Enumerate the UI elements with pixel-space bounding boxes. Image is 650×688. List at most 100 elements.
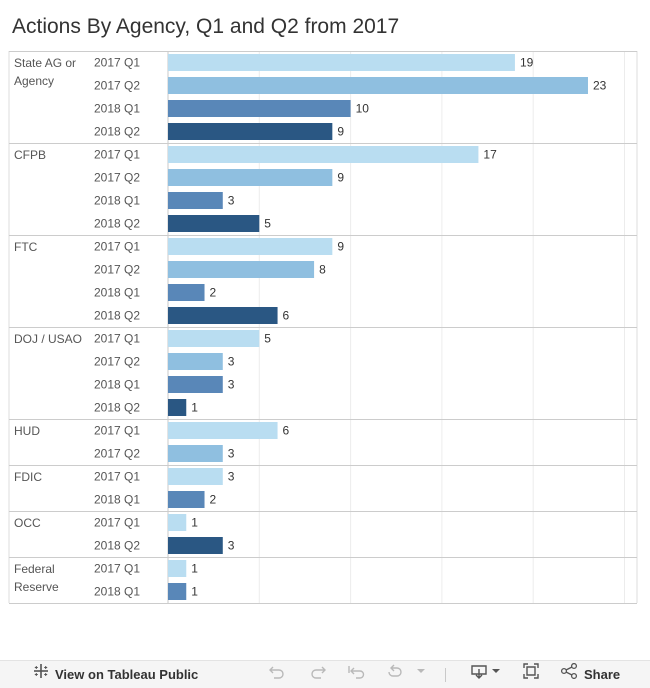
period-label: 2017 Q2	[94, 447, 140, 461]
period-label: 2018 Q2	[94, 309, 140, 323]
refresh-button[interactable]	[385, 661, 403, 688]
period-label: 2018 Q1	[94, 102, 140, 116]
period-label: 2017 Q2	[94, 79, 140, 93]
agency-label: FTC	[14, 240, 38, 254]
bar	[168, 491, 205, 508]
bar	[168, 215, 260, 232]
fullscreen-icon	[522, 661, 540, 688]
bar	[168, 123, 333, 140]
data-label: 1	[191, 562, 198, 576]
period-label: 2017 Q1	[94, 424, 140, 438]
period-label: 2017 Q1	[94, 56, 140, 70]
data-label: 3	[228, 470, 235, 484]
bar	[168, 468, 223, 485]
fullscreen-button[interactable]	[522, 661, 540, 688]
data-label: 3	[228, 194, 235, 208]
agency-label: State AG or	[14, 56, 76, 70]
download-dropdown-button[interactable]	[491, 661, 501, 688]
period-label: 2018 Q1	[94, 585, 140, 599]
refresh-dropdown-button[interactable]	[416, 661, 426, 688]
period-label: 2018 Q2	[94, 401, 140, 415]
data-label: 6	[283, 309, 290, 323]
toolbar-divider	[445, 668, 446, 682]
share-button[interactable]: Share	[560, 661, 620, 688]
bar	[168, 422, 278, 439]
bar	[168, 445, 223, 462]
period-label: 2017 Q2	[94, 355, 140, 369]
period-label: 2018 Q2	[94, 539, 140, 553]
data-label: 5	[264, 332, 271, 346]
data-label: 9	[337, 240, 344, 254]
agency-label: FDIC	[14, 470, 42, 484]
period-label: 2017 Q1	[94, 516, 140, 530]
bar	[168, 537, 223, 554]
view-on-tableau-button[interactable]: View on Tableau Public	[33, 661, 198, 688]
bar	[168, 54, 515, 71]
agency-label: Federal	[14, 562, 55, 576]
data-label: 19	[520, 56, 534, 70]
period-label: 2018 Q2	[94, 217, 140, 231]
period-label: 2017 Q2	[94, 263, 140, 277]
bar	[168, 284, 205, 301]
data-label: 5	[264, 217, 271, 231]
period-label: 2017 Q1	[94, 240, 140, 254]
bar	[168, 307, 278, 324]
data-label: 9	[337, 125, 344, 139]
data-label: 2	[210, 286, 217, 300]
agency-label: DOJ / USAO	[14, 332, 82, 346]
data-label: 10	[356, 102, 370, 116]
bar	[168, 77, 588, 94]
data-label: 23	[593, 79, 607, 93]
period-label: 2017 Q2	[94, 171, 140, 185]
data-label: 1	[191, 516, 198, 530]
bar	[168, 192, 223, 209]
tableau-logo-icon	[33, 661, 49, 688]
bar	[168, 146, 479, 163]
period-label: 2018 Q1	[94, 286, 140, 300]
data-label: 8	[319, 263, 326, 277]
bar	[168, 100, 351, 117]
download-button[interactable]	[470, 661, 488, 688]
download-icon	[470, 661, 488, 688]
chevron-down-icon	[416, 661, 426, 688]
period-label: 2018 Q1	[94, 378, 140, 392]
data-label: 9	[337, 171, 344, 185]
share-label: Share	[584, 667, 621, 682]
bar	[168, 583, 187, 600]
share-icon	[560, 661, 578, 688]
revert-icon	[347, 661, 367, 688]
bar	[168, 238, 333, 255]
agency-label: CFPB	[14, 148, 46, 162]
period-label: 2018 Q2	[94, 125, 140, 139]
revert-button[interactable]	[347, 661, 367, 688]
agency-label: OCC	[14, 516, 41, 530]
bar	[168, 169, 333, 186]
data-label: 1	[191, 585, 198, 599]
undo-icon	[268, 661, 286, 688]
period-label: 2017 Q1	[94, 148, 140, 162]
bar	[168, 353, 223, 370]
data-label: 1	[191, 401, 198, 415]
period-label: 2018 Q1	[94, 194, 140, 208]
refresh-icon	[385, 661, 403, 688]
period-label: 2018 Q1	[94, 493, 140, 507]
view-on-tableau-label: View on Tableau Public	[55, 667, 199, 682]
tableau-toolbar: View on Tableau Public	[0, 660, 650, 688]
redo-button[interactable]	[309, 661, 327, 688]
redo-icon	[309, 661, 327, 688]
bar	[168, 514, 187, 531]
data-label: 17	[483, 148, 497, 162]
agency-label: Agency	[14, 74, 54, 88]
period-label: 2017 Q1	[94, 470, 140, 484]
data-label: 6	[283, 424, 290, 438]
bar	[168, 376, 223, 393]
data-label: 3	[228, 447, 235, 461]
bar	[168, 399, 187, 416]
period-label: 2017 Q1	[94, 562, 140, 576]
bar	[168, 261, 315, 278]
agency-label: HUD	[14, 424, 40, 438]
period-label: 2017 Q1	[94, 332, 140, 346]
chart-title: Actions By Agency, Q1 and Q2 from 2017	[12, 15, 400, 38]
undo-button[interactable]	[268, 661, 286, 688]
